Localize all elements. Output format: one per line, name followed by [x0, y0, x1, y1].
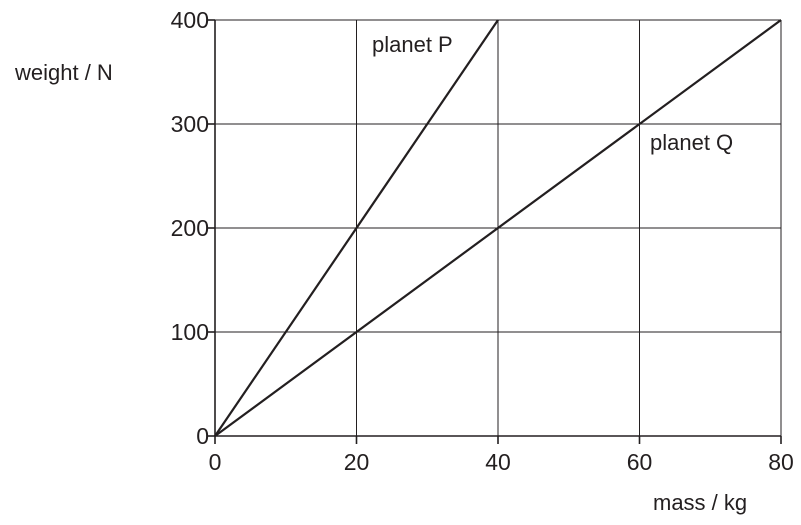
y-tick-label-300: 300 — [171, 111, 209, 137]
y-tick-label-400: 400 — [171, 7, 209, 33]
x-axis-label: mass / kg — [653, 490, 747, 515]
x-tick-label-20: 20 — [344, 449, 370, 475]
x-tick-label-60: 60 — [627, 449, 653, 475]
series-label-planet-q: planet Q — [650, 130, 733, 155]
y-axis-label: weight / N — [14, 60, 113, 85]
x-tick-label-0: 0 — [209, 449, 222, 475]
y-tick-labels: 0 100 200 300 400 — [171, 7, 209, 449]
axes — [207, 19, 782, 444]
series-lines — [214, 19, 782, 437]
x-tick-label-40: 40 — [485, 449, 511, 475]
y-tick-label-0: 0 — [196, 423, 209, 449]
series-line-planet-q — [214, 19, 782, 437]
y-tick-label-100: 100 — [171, 319, 209, 345]
series-line-planet-p — [214, 19, 499, 437]
y-tick-label-200: 200 — [171, 215, 209, 241]
x-tick-labels: 0 20 40 60 80 — [209, 449, 794, 475]
series-label-planet-p: planet P — [372, 32, 453, 57]
x-tick-label-80: 80 — [768, 449, 794, 475]
